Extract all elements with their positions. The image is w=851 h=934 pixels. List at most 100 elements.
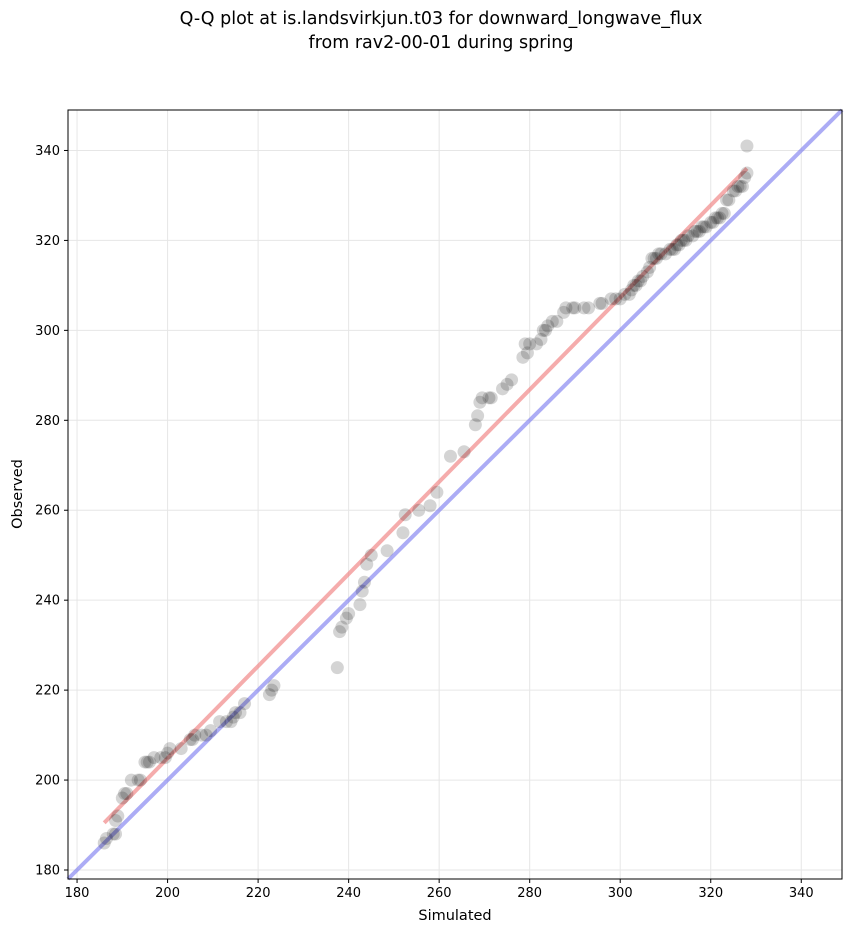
data-point (595, 296, 609, 310)
data-point (333, 625, 347, 639)
data-point (364, 548, 378, 562)
data-point (154, 751, 168, 765)
data-point (713, 211, 727, 225)
y-tick-label: 280 (35, 414, 60, 429)
data-point (131, 773, 145, 787)
data-point (238, 697, 252, 711)
data-point (204, 724, 218, 738)
data-point (697, 220, 711, 234)
data-point (686, 229, 700, 243)
data-point (118, 787, 132, 801)
data-point (582, 301, 596, 315)
fit-line (102, 167, 749, 825)
y-tick-label: 220 (35, 684, 60, 699)
reference-lines (66, 108, 844, 881)
data-point (672, 238, 686, 252)
data-point (609, 292, 623, 306)
data-point (715, 206, 729, 220)
data-point (692, 224, 706, 238)
data-point (604, 292, 618, 306)
data-point (468, 418, 482, 432)
data-point (262, 688, 276, 702)
x-axis-ticks: 180 200 220 240 260 280 300 320 340 (65, 879, 814, 901)
data-point (106, 827, 120, 841)
data-point (265, 683, 279, 697)
data-point (545, 314, 559, 328)
data-point (699, 220, 713, 234)
data-point (663, 242, 677, 256)
data-point (496, 382, 510, 396)
data-point (534, 332, 548, 346)
data-point (199, 728, 213, 742)
data-point (720, 193, 734, 207)
data-point (711, 211, 725, 225)
y-axis-label: Observed (10, 459, 26, 529)
data-point (649, 251, 663, 265)
x-tick-label: 220 (246, 886, 271, 901)
data-point (267, 679, 281, 693)
x-tick-label: 300 (608, 886, 633, 901)
data-point (457, 445, 471, 459)
data-point (645, 251, 659, 265)
data-point (665, 242, 679, 256)
data-point (674, 233, 688, 247)
data-point (735, 179, 749, 193)
y-tick-label: 240 (35, 594, 60, 609)
y-axis-ticks: 180 200 220 240 260 280 300 320 340 (35, 144, 68, 879)
data-point (643, 260, 657, 274)
y-tick-label: 340 (35, 144, 60, 159)
plot-frame (67, 109, 843, 880)
data-point (183, 733, 197, 747)
data-point (140, 755, 154, 769)
data-point (161, 746, 175, 760)
data-point (195, 728, 209, 742)
data-point (500, 377, 514, 391)
identity-line (66, 108, 844, 881)
data-point (529, 337, 543, 351)
data-point (396, 526, 410, 540)
data-point (138, 755, 152, 769)
data-point (568, 301, 582, 315)
data-point (559, 301, 573, 315)
x-tick-label: 240 (336, 886, 361, 901)
data-point (228, 706, 242, 720)
data-point (111, 809, 125, 823)
data-point (566, 301, 580, 315)
data-point (163, 742, 177, 756)
y-tick-label: 180 (35, 864, 60, 879)
data-point (423, 499, 437, 513)
x-tick-label: 260 (427, 886, 452, 901)
x-tick-label: 320 (698, 886, 723, 901)
data-point (398, 508, 412, 522)
data-point (380, 544, 394, 558)
data-point (185, 733, 199, 747)
data-points (97, 139, 754, 850)
data-point (690, 224, 704, 238)
data-point (740, 166, 754, 180)
x-tick-label: 200 (155, 886, 180, 901)
data-point (518, 337, 532, 351)
data-point (360, 557, 374, 571)
data-point (120, 787, 134, 801)
data-point (695, 220, 709, 234)
data-point (541, 319, 555, 333)
data-point (133, 773, 147, 787)
data-point (668, 242, 682, 256)
data-point (613, 292, 627, 306)
data-point (577, 301, 591, 315)
data-point (188, 728, 202, 742)
data-point (550, 314, 564, 328)
data-point (147, 751, 161, 765)
data-point (520, 346, 534, 360)
x-axis-label: Simulated (418, 908, 491, 924)
data-point (688, 224, 702, 238)
data-point (475, 391, 489, 405)
data-point (473, 395, 487, 409)
data-point (516, 350, 530, 364)
data-point (722, 193, 736, 207)
chart-title-line-1: Q-Q plot at is.landsvirkjun.t03 for down… (180, 9, 703, 29)
data-point (233, 706, 247, 720)
data-point (557, 305, 571, 319)
data-point (109, 814, 123, 828)
